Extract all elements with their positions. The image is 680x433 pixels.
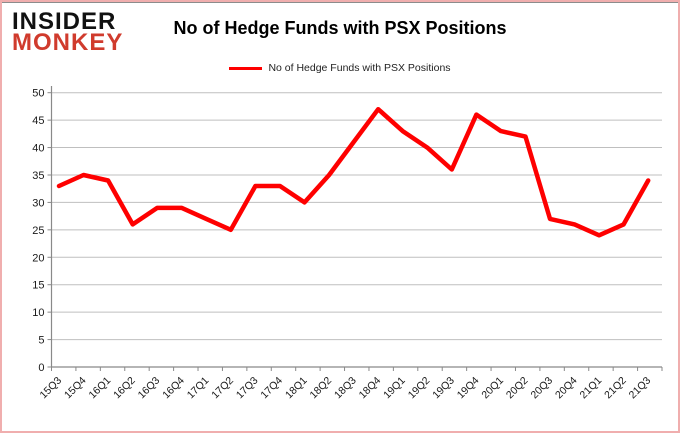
x-tick-label: 19Q2 — [406, 375, 433, 402]
legend-line-swatch — [229, 66, 263, 70]
y-tick-label: 35 — [32, 170, 44, 182]
series-line — [56, 106, 651, 238]
y-tick-label: 10 — [32, 307, 44, 319]
x-tick-label: 19Q4 — [455, 375, 482, 402]
x-tick-label: 20Q2 — [504, 375, 531, 402]
y-tick-label: 0 — [38, 362, 44, 374]
x-tick-label: 16Q2 — [111, 375, 138, 402]
x-tick-label: 18Q3 — [332, 375, 359, 402]
x-tick-label: 15Q4 — [62, 375, 89, 402]
y-tick-label: 40 — [32, 143, 44, 155]
x-tick-label: 18Q4 — [357, 375, 384, 402]
y-tick-label: 50 — [32, 88, 44, 100]
y-tick-label: 15 — [32, 280, 44, 292]
insider-monkey-logo: INSIDER MONKEY — [12, 8, 124, 56]
x-tick-label: 20Q3 — [528, 375, 555, 402]
legend-label: No of Hedge Funds with PSX Positions — [268, 62, 451, 74]
x-tick-label: 21Q2 — [602, 375, 629, 402]
x-tick-label: 18Q2 — [308, 375, 335, 402]
x-tick-label: 15Q3 — [37, 375, 64, 402]
x-tick-label: 20Q1 — [479, 375, 506, 402]
x-tick-label: 18Q1 — [283, 375, 310, 402]
logo-insider-text: INSIDER — [12, 8, 117, 35]
x-tick-label: 21Q3 — [627, 375, 654, 402]
y-tick-label: 45 — [32, 115, 44, 127]
logo-monkey-text: MONKEY — [12, 29, 124, 56]
x-tick-label: 17Q4 — [258, 375, 285, 402]
chart-legend: No of Hedge Funds with PSX Positions — [2, 62, 678, 74]
x-tick-label: 16Q1 — [87, 375, 114, 402]
x-tick-label: 19Q1 — [381, 375, 408, 402]
x-tick-label: 17Q3 — [234, 375, 261, 402]
x-tick-label: 16Q4 — [160, 375, 187, 402]
x-tick-label: 19Q3 — [430, 375, 457, 402]
y-tick-label: 30 — [32, 197, 44, 209]
x-tick-label: 17Q1 — [185, 375, 212, 402]
chart-title: No of Hedge Funds with PSX Positions — [173, 18, 507, 38]
y-tick-label: 25 — [32, 225, 44, 237]
top-divider — [2, 2, 678, 3]
x-tick-label: 21Q1 — [578, 375, 605, 402]
y-tick-label: 20 — [32, 252, 44, 264]
y-tick-label: 5 — [38, 335, 44, 347]
x-tick-label: 17Q2 — [209, 375, 236, 402]
x-tick-label: 20Q4 — [553, 375, 580, 402]
x-tick-label: 16Q3 — [136, 375, 163, 402]
